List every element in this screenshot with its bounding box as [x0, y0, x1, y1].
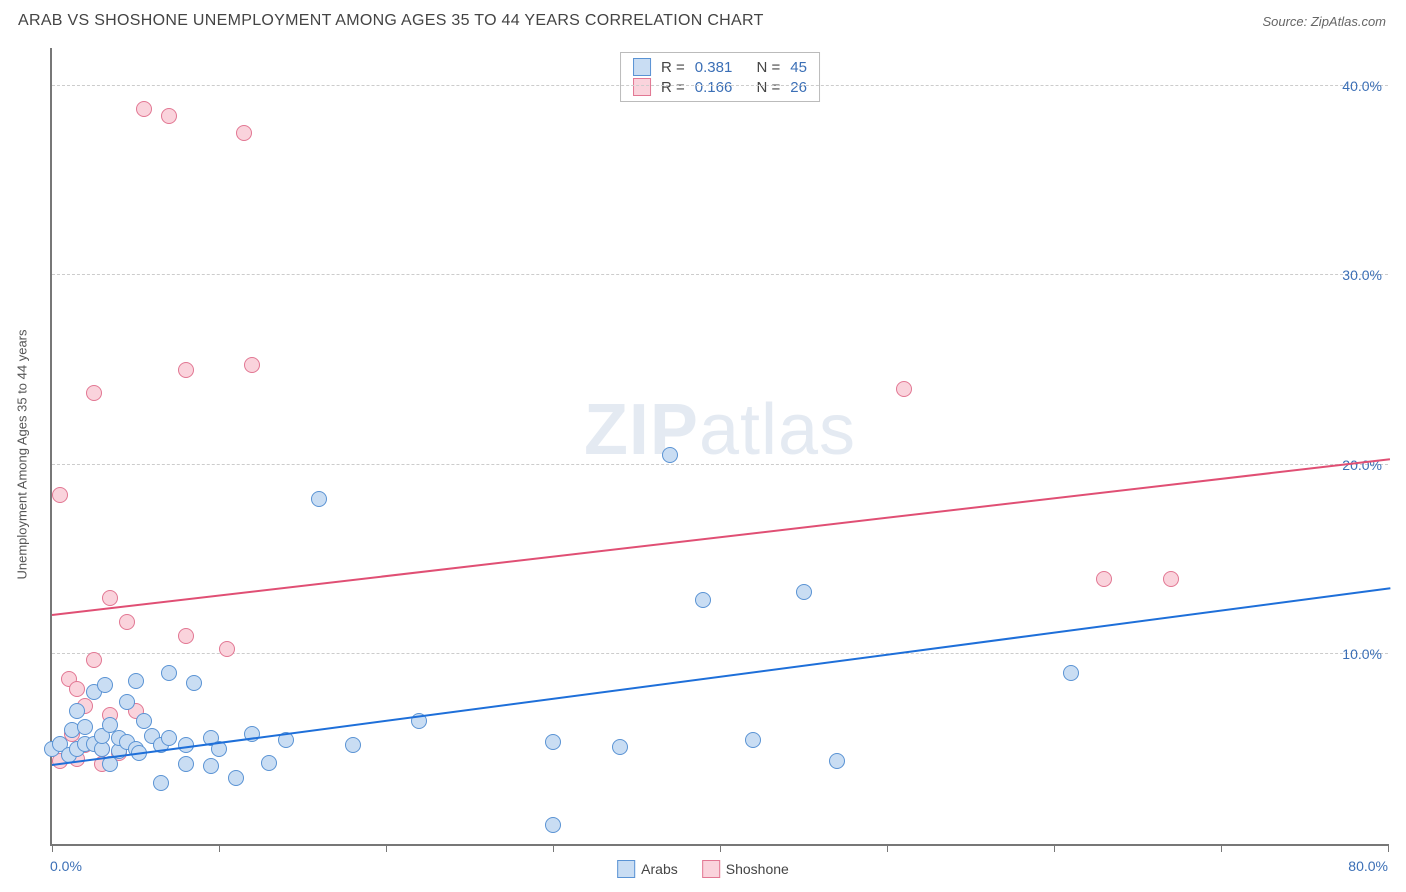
- x-tick: [720, 844, 721, 852]
- data-point-arabs: [69, 703, 85, 719]
- chart-title: ARAB VS SHOSHONE UNEMPLOYMENT AMONG AGES…: [18, 12, 764, 30]
- y-tick-label: 40.0%: [1342, 78, 1382, 94]
- data-point-arabs: [545, 817, 561, 833]
- legend-item-shoshone: Shoshone: [702, 860, 789, 878]
- data-point-arabs: [796, 584, 812, 600]
- x-axis-max-label: 80.0%: [1348, 858, 1388, 874]
- x-tick: [52, 844, 53, 852]
- trend-line-shoshone: [52, 458, 1390, 616]
- r-label-shoshone: R =: [661, 79, 685, 96]
- data-point-shoshone: [69, 681, 85, 697]
- gridline: [52, 464, 1388, 465]
- gridline: [52, 274, 1388, 275]
- gridline: [52, 85, 1388, 86]
- data-point-arabs: [662, 447, 678, 463]
- data-point-arabs: [345, 737, 361, 753]
- data-point-shoshone: [52, 487, 68, 503]
- data-point-arabs: [97, 677, 113, 693]
- x-tick: [1054, 844, 1055, 852]
- x-axis-min-label: 0.0%: [50, 858, 82, 874]
- r-value-shoshone: 0.166: [695, 79, 733, 96]
- data-point-arabs: [161, 665, 177, 681]
- n-value-arabs: 45: [790, 59, 807, 76]
- legend-label-arabs: Arabs: [641, 861, 678, 877]
- stats-legend-box: R = 0.381 N = 45 R = 0.166 N = 26: [620, 52, 820, 102]
- x-tick: [219, 844, 220, 852]
- legend-label-shoshone: Shoshone: [726, 861, 789, 877]
- data-point-arabs: [829, 753, 845, 769]
- data-point-arabs: [745, 732, 761, 748]
- data-point-shoshone: [178, 362, 194, 378]
- trend-line-arabs: [52, 588, 1390, 767]
- data-point-arabs: [128, 673, 144, 689]
- y-tick-label: 30.0%: [1342, 267, 1382, 283]
- x-tick: [553, 844, 554, 852]
- n-label-arabs: N =: [757, 59, 781, 76]
- data-point-arabs: [153, 775, 169, 791]
- watermark-rest: atlas: [699, 390, 856, 470]
- source-attribution: Source: ZipAtlas.com: [1262, 14, 1386, 29]
- data-point-arabs: [186, 675, 202, 691]
- swatch-shoshone: [633, 78, 651, 96]
- data-point-shoshone: [236, 125, 252, 141]
- data-point-shoshone: [244, 357, 260, 373]
- x-tick: [887, 844, 888, 852]
- plot-region: ZIPatlas R = 0.381 N = 45 R = 0.166 N = …: [50, 48, 1388, 846]
- swatch-arabs: [633, 58, 651, 76]
- stats-row-arabs: R = 0.381 N = 45: [633, 57, 807, 77]
- r-label-arabs: R =: [661, 59, 685, 76]
- data-point-arabs: [161, 730, 177, 746]
- data-point-shoshone: [136, 101, 152, 117]
- data-point-shoshone: [119, 614, 135, 630]
- x-tick: [1388, 844, 1389, 852]
- x-tick: [386, 844, 387, 852]
- data-point-arabs: [119, 694, 135, 710]
- data-point-arabs: [1063, 665, 1079, 681]
- data-point-shoshone: [86, 652, 102, 668]
- r-value-arabs: 0.381: [695, 59, 733, 76]
- legend-swatch-arabs: [617, 860, 635, 878]
- data-point-arabs: [612, 739, 628, 755]
- x-tick: [1221, 844, 1222, 852]
- data-point-arabs: [695, 592, 711, 608]
- data-point-arabs: [77, 719, 93, 735]
- data-point-arabs: [203, 758, 219, 774]
- watermark-bold: ZIP: [584, 390, 699, 470]
- data-point-shoshone: [896, 381, 912, 397]
- legend-swatch-shoshone: [702, 860, 720, 878]
- data-point-shoshone: [219, 641, 235, 657]
- data-point-shoshone: [1096, 571, 1112, 587]
- stats-row-shoshone: R = 0.166 N = 26: [633, 77, 807, 97]
- n-label-shoshone: N =: [757, 79, 781, 96]
- data-point-arabs: [311, 491, 327, 507]
- data-point-arabs: [545, 734, 561, 750]
- data-point-shoshone: [178, 628, 194, 644]
- watermark: ZIPatlas: [584, 389, 856, 471]
- legend-item-arabs: Arabs: [617, 860, 678, 878]
- y-tick-label: 10.0%: [1342, 646, 1382, 662]
- data-point-shoshone: [86, 385, 102, 401]
- n-value-shoshone: 26: [790, 79, 807, 96]
- bottom-legend: Arabs Shoshone: [617, 860, 789, 878]
- chart-area: Unemployment Among Ages 35 to 44 years Z…: [50, 48, 1388, 846]
- data-point-arabs: [228, 770, 244, 786]
- data-point-arabs: [136, 713, 152, 729]
- data-point-arabs: [261, 755, 277, 771]
- y-axis-label: Unemployment Among Ages 35 to 44 years: [15, 329, 30, 579]
- data-point-arabs: [178, 756, 194, 772]
- data-point-shoshone: [102, 590, 118, 606]
- data-point-shoshone: [161, 108, 177, 124]
- gridline: [52, 653, 1388, 654]
- data-point-shoshone: [1163, 571, 1179, 587]
